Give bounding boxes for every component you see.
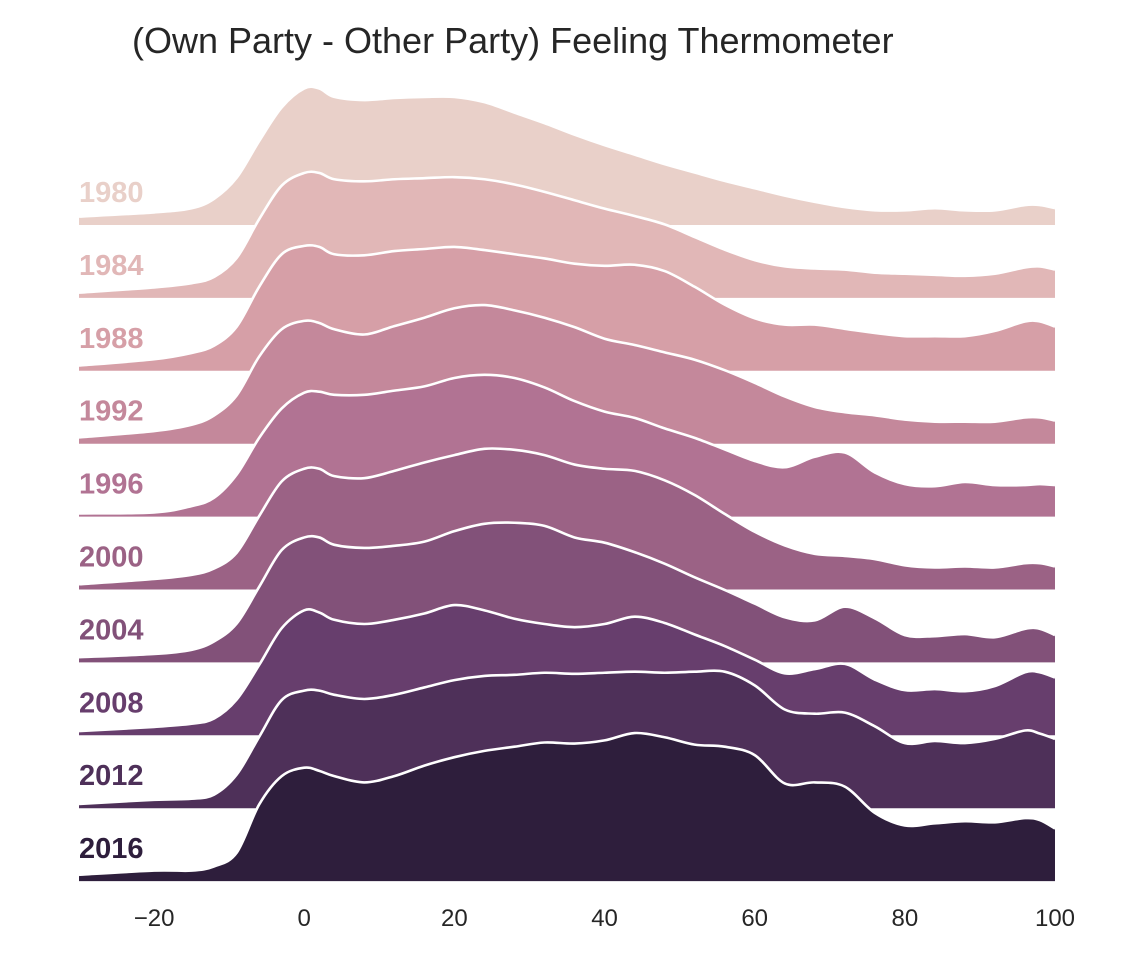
ridge-label-1984: 1984 bbox=[79, 250, 144, 282]
ridges-layer bbox=[78, 85, 1056, 882]
ridge-line-1992 bbox=[78, 303, 1056, 439]
ridge-label-1980: 1980 bbox=[79, 177, 144, 209]
x-tick-label: 60 bbox=[741, 905, 768, 932]
x-tick-label: 20 bbox=[441, 905, 468, 932]
ridge-label-2000: 2000 bbox=[79, 542, 144, 574]
ridge-area-2016 bbox=[79, 732, 1055, 882]
ridge-label-1996: 1996 bbox=[79, 469, 144, 501]
ridge-line-2000 bbox=[78, 447, 1056, 586]
ridge-label-2004: 2004 bbox=[79, 614, 144, 646]
ridge-label-2012: 2012 bbox=[79, 760, 144, 792]
x-tick-label: 40 bbox=[591, 905, 618, 932]
x-tick-label: −20 bbox=[134, 905, 175, 932]
ridge-line-2012 bbox=[78, 669, 1056, 806]
ridge-label-1988: 1988 bbox=[79, 323, 144, 355]
ridge-line-1988 bbox=[78, 243, 1056, 367]
ridge-line-2004 bbox=[78, 521, 1056, 659]
ridge-line-1996 bbox=[78, 373, 1056, 515]
ridge-line-2016 bbox=[78, 731, 1056, 877]
ridge-2016 bbox=[78, 731, 1056, 882]
ridge-line-1980 bbox=[78, 85, 1056, 218]
x-tick-label: 0 bbox=[298, 905, 311, 932]
ridge-line-2008 bbox=[78, 603, 1056, 733]
ridge-line-1984 bbox=[78, 170, 1056, 294]
x-tick-label: 80 bbox=[891, 905, 918, 932]
chart-title: (Own Party - Other Party) Feeling Thermo… bbox=[132, 20, 894, 61]
x-axis-ticks: −20 0 20 40 60 80 100 bbox=[134, 905, 1075, 932]
ridge-label-1992: 1992 bbox=[79, 396, 144, 428]
x-tick-label: 100 bbox=[1035, 905, 1075, 932]
ridge-labels: 1980 1984 1988 1992 1996 2000 2004 2008 2012 2016 bbox=[79, 177, 144, 865]
ridge-label-2016: 2016 bbox=[79, 833, 144, 865]
ridge-label-2008: 2008 bbox=[79, 687, 144, 719]
